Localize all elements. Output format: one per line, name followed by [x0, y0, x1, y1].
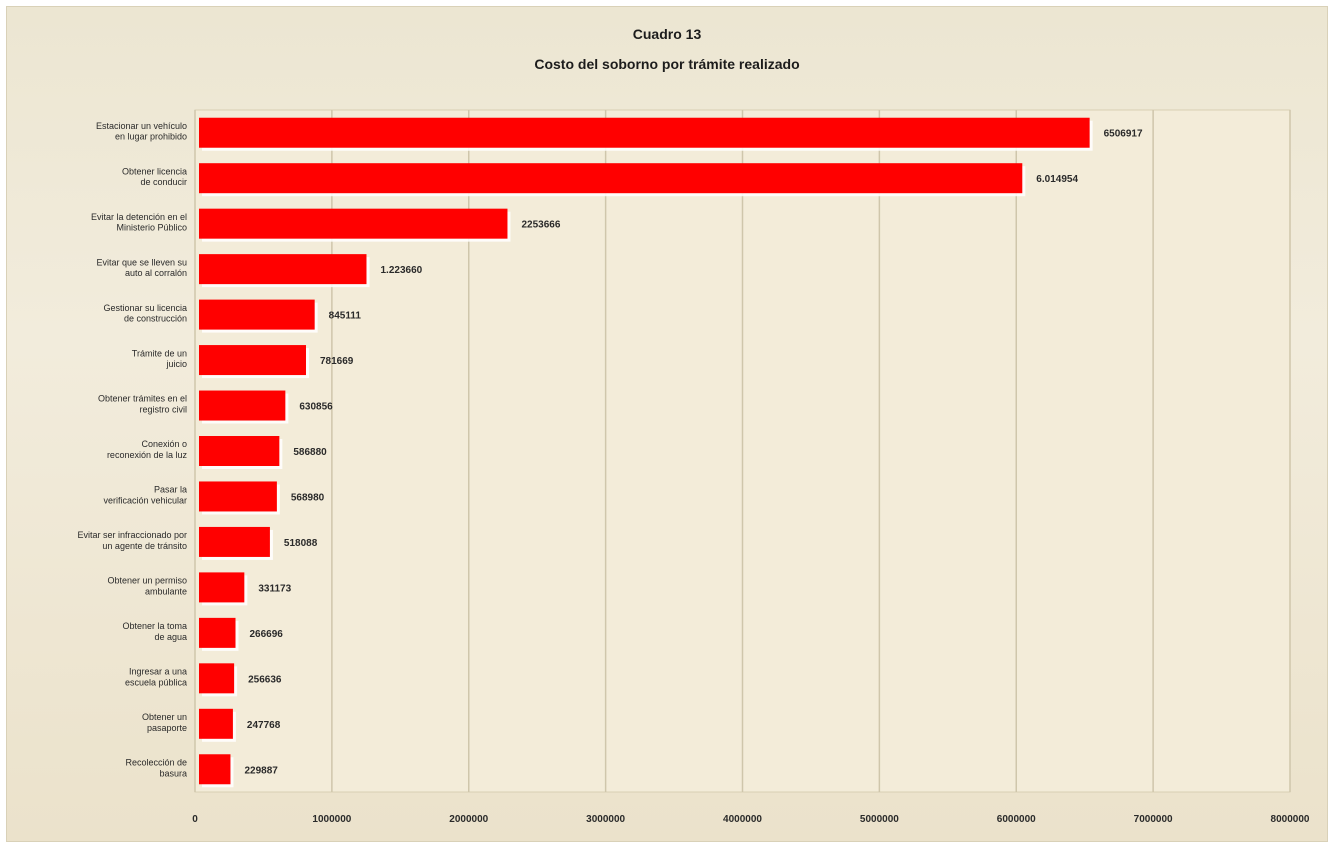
category-label: Estacionar un vehículo en lugar prohibido	[96, 121, 187, 142]
bar	[199, 163, 1023, 194]
bar	[199, 254, 367, 285]
value-label: 781669	[320, 356, 354, 367]
x-tick-label: 1000000	[312, 814, 351, 825]
value-label: 630856	[299, 402, 333, 413]
value-label: 2253666	[521, 220, 560, 231]
chart-title: Cuadro 13	[632, 26, 702, 42]
category-label: Trámite de un juicio	[132, 348, 187, 369]
value-label: 6506917	[1104, 129, 1143, 140]
bar	[199, 436, 280, 466]
chart-subtitle: Costo del soborno por trámite realizado	[534, 56, 800, 72]
value-label: 586880	[293, 447, 327, 458]
value-label: 518088	[284, 538, 318, 549]
bar	[199, 390, 286, 421]
category-label: Obtener licencia de conducir	[122, 166, 187, 187]
category-label: Obtener la toma de agua	[122, 621, 187, 642]
bar	[199, 617, 236, 648]
bar	[199, 754, 231, 785]
bar	[199, 299, 315, 330]
x-tick-label: 0	[192, 814, 198, 825]
value-label: 845111	[329, 311, 362, 322]
category-label: Pasar la verificación vehicular	[103, 485, 187, 506]
bar	[199, 708, 233, 739]
value-label: 6.014954	[1036, 174, 1078, 185]
x-tick-label: 2000000	[449, 814, 488, 825]
bar	[199, 208, 508, 239]
value-label: 331173	[258, 583, 291, 594]
x-tick-label: 7000000	[1134, 814, 1173, 825]
bar	[199, 663, 235, 694]
x-tick-label: 8000000	[1271, 814, 1310, 825]
category-label: Obtener trámites en el registro civil	[98, 394, 187, 415]
value-label: 256636	[248, 674, 282, 685]
bar	[199, 526, 270, 557]
category-label: Evitar la detención en el Ministerio Públ…	[91, 212, 187, 233]
x-tick-label: 4000000	[723, 814, 762, 825]
value-label: 266696	[250, 629, 284, 640]
value-label: 568980	[291, 492, 325, 503]
value-label: 247768	[247, 720, 281, 731]
category-label: Conexión o reconexión de la luz	[107, 439, 188, 460]
category-label: Gestionar su licencia de construcción	[103, 303, 187, 324]
category-label: Ingresar a una escuela pública	[125, 667, 187, 688]
x-tick-label: 5000000	[860, 814, 899, 825]
bar	[199, 117, 1090, 148]
x-tick-label: 6000000	[997, 814, 1036, 825]
value-label: 229887	[244, 765, 278, 776]
category-label: Obtener un pasaporte	[142, 712, 187, 733]
category-label: Recolección de basura	[125, 757, 187, 778]
category-label: Evitar que se lleven su auto al corralón	[96, 257, 187, 278]
category-label: Evitar ser infraccionado por un agente de…	[77, 530, 187, 551]
bar	[199, 345, 306, 376]
category-label: Obtener un permiso ambulante	[107, 576, 187, 597]
bar	[199, 481, 277, 512]
x-tick-label: 3000000	[586, 814, 625, 825]
value-label: 1.223660	[380, 265, 422, 276]
bar	[199, 572, 245, 603]
